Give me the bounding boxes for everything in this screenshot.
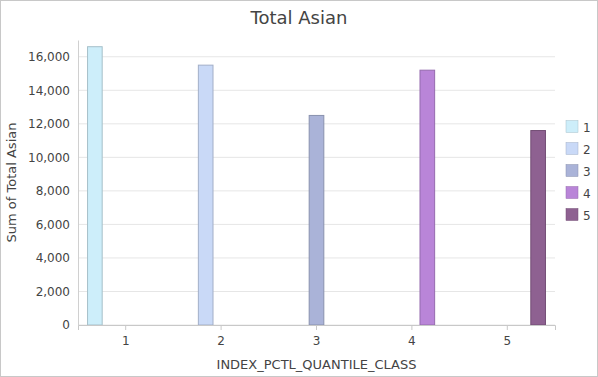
chart-frame: [1, 1, 598, 377]
legend-swatch: [566, 187, 578, 199]
x-axis-title: INDEX_PCTL_QUANTILE_CLASS: [217, 357, 417, 372]
x-tick: 3: [313, 325, 321, 348]
legend-label: 3: [583, 165, 591, 179]
legend-swatch: [566, 165, 578, 177]
legend-item[interactable]: 2: [566, 143, 591, 157]
x-tick-label: 2: [217, 334, 225, 348]
grid-line: [78, 90, 555, 91]
legend-swatch: [566, 209, 578, 221]
y-tick: 4,000: [36, 251, 78, 265]
x-tick-mark: [411, 325, 412, 330]
x-tick-label: 5: [503, 334, 511, 348]
legend-item[interactable]: 4: [566, 187, 591, 201]
x-tick: 2: [217, 325, 225, 348]
legend: 1 2 3 4 5: [566, 121, 591, 223]
y-tick-label: 14,000: [28, 84, 70, 98]
y-tick: 8,000: [36, 184, 78, 198]
bar[interactable]: [88, 47, 103, 325]
x-tick-mark: [125, 325, 126, 330]
title: Total Asian: [250, 7, 348, 28]
x-tick-mark: [221, 325, 222, 330]
bar[interactable]: [309, 115, 324, 325]
legend-label: 2: [583, 143, 591, 157]
legend-swatch: [566, 121, 578, 133]
chart: 0 2,000 4,000 6,000 8,000 10,000 12,000 14,000 1…: [0, 0, 598, 377]
y-tick-label: 6,000: [36, 218, 70, 232]
y-axis-line: [78, 41, 79, 326]
y-tick-label: 4,000: [36, 251, 70, 265]
y-tick-label: 0: [62, 318, 70, 332]
legend-label: 1: [583, 121, 591, 135]
x-tick-label: 4: [408, 334, 416, 348]
x-tick-mark: [316, 325, 317, 330]
y-tick-label: 10,000: [28, 151, 70, 165]
x-axis: 1 2 3 4 5: [79, 325, 556, 348]
y-tick: 16,000: [28, 50, 78, 64]
x-tick: 4: [408, 325, 416, 348]
y-tick: 12,000: [28, 117, 78, 131]
y-tick-label: 12,000: [28, 117, 70, 131]
legend-item[interactable]: 5: [566, 209, 591, 223]
legend-swatch: [566, 143, 578, 155]
x-tick-label: 1: [122, 334, 130, 348]
y-tick: 2,000: [36, 285, 78, 299]
legend-item[interactable]: 1: [566, 121, 591, 135]
legend-label: 4: [583, 187, 591, 201]
bar[interactable]: [420, 70, 435, 325]
y-tick: 14,000: [28, 84, 78, 98]
x-tick-label: 3: [313, 334, 321, 348]
bar[interactable]: [198, 65, 213, 325]
y-axis-title: Sum of Total Asian: [4, 123, 19, 243]
x-tick: 5: [503, 325, 511, 348]
x-tick-mark: [507, 325, 508, 330]
x-axis-line: [79, 326, 556, 331]
y-tick-label: 16,000: [28, 50, 70, 64]
bars: [88, 47, 546, 325]
y-tick: 0: [62, 318, 78, 332]
y-axis: 0 2,000 4,000 6,000 8,000 10,000 12,000 14,000 1…: [28, 41, 79, 333]
y-tick: 6,000: [36, 218, 78, 232]
y-tick-label: 8,000: [36, 184, 70, 198]
legend-item[interactable]: 3: [566, 165, 591, 179]
x-tick: 1: [122, 325, 130, 348]
y-tick-label: 2,000: [36, 285, 70, 299]
y-tick: 10,000: [28, 151, 78, 165]
bar[interactable]: [531, 131, 546, 325]
legend-label: 5: [583, 209, 591, 223]
grid-line: [78, 56, 555, 57]
grid: [78, 57, 555, 325]
